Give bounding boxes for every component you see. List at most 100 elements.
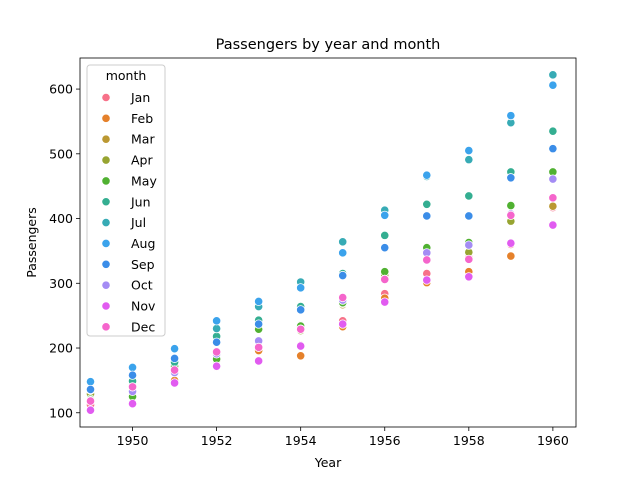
data-point-sep <box>338 270 348 281</box>
data-point-aug <box>296 283 306 293</box>
legend-entry-label: Mar <box>131 132 155 147</box>
data-point-aug <box>548 80 558 90</box>
legend-entry-label: Jan <box>130 90 150 105</box>
y-tick-label: 500 <box>49 146 73 161</box>
data-point-nov <box>85 405 96 415</box>
legend-entry-label: Feb <box>131 111 153 126</box>
data-point-nov <box>254 356 264 366</box>
legend-entry-label: May <box>131 173 157 188</box>
data-point-aug <box>254 296 264 307</box>
legend-marker <box>101 301 111 311</box>
data-point-dec <box>548 193 558 203</box>
legend-marker <box>101 155 111 165</box>
data-point-feb <box>296 351 306 361</box>
y-axis-ticks: 100 200 300 400 500 600 <box>49 82 80 420</box>
data-point-nov <box>464 272 474 282</box>
data-point-jun <box>548 126 558 136</box>
data-point-jul <box>212 323 222 334</box>
plot-frame <box>79 57 577 428</box>
y-axis-label: Passengers <box>24 207 39 278</box>
data-point-nov <box>169 378 180 388</box>
y-tick-label: 200 <box>49 341 73 356</box>
data-point-aug <box>464 145 474 156</box>
data-point-aug <box>212 316 222 326</box>
data-point-nov <box>548 220 558 230</box>
data-point-oct <box>548 174 558 184</box>
x-tick-label: 1952 <box>201 433 233 448</box>
x-tick-label: 1958 <box>453 433 485 448</box>
y-tick-label: 300 <box>49 276 73 291</box>
data-point-nov <box>127 399 138 409</box>
legend-title: month <box>106 68 147 83</box>
data-point-dec <box>506 210 516 220</box>
data-point-sep <box>464 211 474 221</box>
legend-entry-label: Sep <box>131 257 155 272</box>
data-point-dec <box>127 382 138 392</box>
y-tick-label: 100 <box>49 405 73 420</box>
data-point-sep <box>127 370 138 380</box>
data-point-sep <box>212 337 222 347</box>
legend-entry-label: Jul <box>130 215 146 230</box>
data-points <box>85 70 558 415</box>
data-point-nov <box>380 297 390 307</box>
data-point-aug <box>338 248 348 258</box>
data-point-jul <box>464 155 474 165</box>
data-point-sep <box>254 319 264 329</box>
y-tick-label: 600 <box>49 82 73 97</box>
data-point-oct <box>464 240 474 250</box>
data-point-jun <box>464 191 474 201</box>
x-tick-label: 1956 <box>369 433 401 448</box>
data-point-nov <box>422 275 432 285</box>
data-point-sep <box>169 353 180 363</box>
data-point-dec <box>254 342 264 352</box>
data-point-dec <box>169 365 180 375</box>
x-tick-label: 1950 <box>117 433 149 448</box>
data-point-dec <box>422 255 432 265</box>
data-point-jul <box>548 70 558 80</box>
data-point-jul <box>338 237 348 247</box>
x-tick-label: 1960 <box>537 433 569 448</box>
data-point-sep <box>85 384 96 395</box>
data-point-sep <box>506 173 516 183</box>
data-point-dec <box>464 254 474 264</box>
data-point-aug <box>506 111 516 121</box>
legend-box <box>86 64 166 337</box>
legend-entry-label: Nov <box>131 299 156 314</box>
data-point-aug <box>169 344 180 354</box>
legend: month Jan Feb Mar Apr May Jun Jul Aug Sep Oct Nov D… <box>86 64 166 337</box>
legend-marker <box>101 322 111 332</box>
legend-entry-label: Jun <box>130 194 151 209</box>
legend-marker <box>101 259 111 269</box>
data-point-aug <box>85 377 96 387</box>
legend-entry-label: Aug <box>131 236 155 251</box>
data-point-may <box>506 201 516 211</box>
data-point-mar <box>548 201 558 211</box>
legend-entry-label: Dec <box>131 319 155 334</box>
data-point-may <box>380 267 390 277</box>
legend-marker <box>101 280 111 290</box>
data-point-dec <box>296 324 306 334</box>
legend-marker <box>101 134 111 144</box>
data-point-nov <box>338 319 348 329</box>
legend-entry-label: Apr <box>131 153 153 168</box>
x-axis-label: Year <box>314 455 342 470</box>
y-tick-label: 400 <box>49 211 73 226</box>
data-point-aug <box>380 210 390 220</box>
data-point-feb <box>506 251 516 261</box>
data-point-aug <box>127 362 138 373</box>
data-point-aug <box>422 170 432 180</box>
legend-marker <box>101 113 111 123</box>
data-point-sep <box>422 211 432 221</box>
legend-marker <box>101 238 111 249</box>
data-point-sep <box>296 305 306 315</box>
legend-marker <box>101 197 111 207</box>
legend-marker <box>101 92 111 103</box>
data-point-nov <box>506 238 516 248</box>
data-point-sep <box>548 144 558 154</box>
x-axis-ticks: 1950 1952 1954 1956 1958 1960 <box>117 427 569 448</box>
data-point-dec <box>212 347 222 357</box>
x-tick-label: 1954 <box>285 433 317 448</box>
data-point-dec <box>338 292 348 303</box>
data-point-nov <box>212 361 222 371</box>
